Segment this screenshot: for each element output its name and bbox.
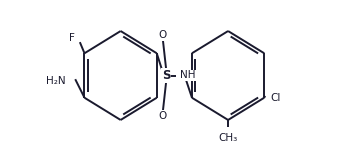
Text: Cl: Cl	[271, 93, 281, 103]
Text: F: F	[69, 33, 75, 43]
Text: CH₃: CH₃	[218, 133, 238, 143]
Text: O: O	[158, 30, 166, 40]
Text: S: S	[162, 69, 170, 82]
Text: O: O	[158, 111, 166, 121]
Text: H₂N: H₂N	[46, 76, 66, 86]
Text: NH: NH	[180, 71, 195, 80]
